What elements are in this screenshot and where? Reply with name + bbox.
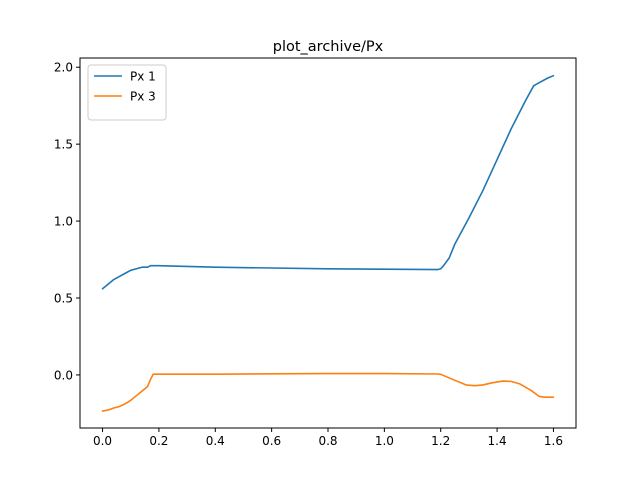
x-tick-label: 1.0 [375,434,394,448]
series-line-1 [101,74,555,290]
x-tick-label: 0.6 [262,434,281,448]
legend-label: Px 3 [130,90,156,104]
x-tick-label: 1.2 [431,434,450,448]
y-tick-label: 2.0 [54,61,73,75]
y-tick-label: 0.0 [54,368,73,382]
y-tick-label: 1.5 [54,138,73,152]
series-line-2 [101,372,555,412]
x-tick-label: 0.0 [93,434,112,448]
chart-title: plot_archive/Px [273,39,384,55]
legend: Px 1 Px 3 [87,64,167,121]
legend-box [87,64,167,121]
x-tick-label: 0.2 [149,434,168,448]
y-axis-ticks: 0.0 0.5 1.0 1.5 2.0 [54,61,80,382]
series-layer [101,74,555,412]
x-axis-ticks: 0.0 0.2 0.4 0.6 0.8 1.0 1.2 1.4 1.6 [93,428,563,448]
x-tick-label: 1.6 [544,434,563,448]
x-tick-label: 1.4 [488,434,507,448]
y-tick-label: 0.5 [54,292,73,306]
x-tick-label: 0.8 [318,434,337,448]
y-tick-label: 1.0 [54,215,73,229]
legend-label: Px 1 [130,70,156,84]
x-tick-label: 0.4 [206,434,225,448]
